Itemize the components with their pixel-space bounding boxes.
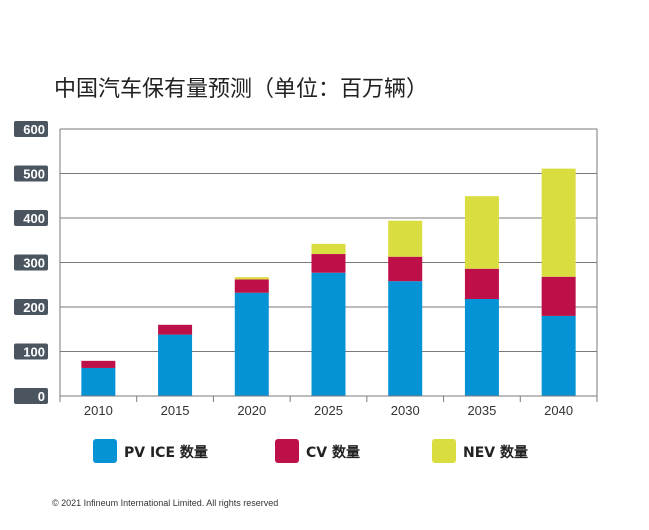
bar-segment bbox=[158, 334, 193, 396]
copyright-notice: © 2021 Infineum International Limited. A… bbox=[52, 498, 279, 508]
y-tick-badge bbox=[14, 254, 48, 271]
bar-segment bbox=[541, 168, 576, 277]
legend-swatch bbox=[275, 439, 299, 463]
x-tick-label: 2025 bbox=[314, 403, 343, 418]
chart-title: 中国汽车保有量预测（单位：百万辆） bbox=[54, 77, 428, 102]
legend-swatch bbox=[93, 439, 117, 463]
y-tick-badge bbox=[14, 388, 48, 404]
y-tick-badge bbox=[14, 210, 48, 226]
bar-segment bbox=[541, 276, 576, 316]
bar-segment bbox=[388, 256, 423, 282]
bar-segment bbox=[464, 298, 499, 396]
y-tick-label: 300 bbox=[23, 256, 45, 271]
bar-segment bbox=[234, 277, 269, 280]
bar-segment bbox=[541, 315, 576, 396]
x-tick-labels: 2010 2015 2020 2025 2030 2035 2040 bbox=[84, 403, 573, 418]
bar-segment bbox=[388, 281, 423, 396]
x-tick-label: 2040 bbox=[544, 403, 573, 418]
x-tick-label: 2010 bbox=[84, 403, 113, 418]
x-tick-label: 2015 bbox=[161, 403, 190, 418]
y-tick-label: 500 bbox=[23, 167, 45, 182]
bar-segment bbox=[311, 272, 346, 396]
y-tick-label: 200 bbox=[23, 300, 45, 315]
bar-segment bbox=[158, 324, 193, 335]
bar-segment bbox=[311, 243, 346, 255]
axes bbox=[59, 129, 598, 402]
y-tick-label: 100 bbox=[23, 345, 45, 360]
legend-swatch bbox=[432, 439, 456, 463]
x-tick-label: 2030 bbox=[391, 403, 420, 418]
y-tick-label: 600 bbox=[23, 122, 45, 137]
x-tick-label: 2020 bbox=[237, 403, 266, 418]
bars bbox=[81, 168, 576, 396]
legend-label: PV ICE 数量 bbox=[124, 444, 208, 461]
legend: PV ICE 数量 CV 数量 NEV 数量 bbox=[93, 439, 528, 463]
legend-label: CV 数量 bbox=[306, 444, 360, 461]
bar-segment bbox=[388, 220, 423, 257]
y-tick-badge bbox=[14, 343, 48, 360]
bar-segment bbox=[81, 367, 116, 396]
x-tick-label: 2035 bbox=[467, 403, 496, 418]
y-tick-label: 400 bbox=[23, 211, 45, 226]
y-tick-badge bbox=[14, 121, 48, 137]
legend-label: NEV 数量 bbox=[463, 444, 528, 461]
y-tick-badge bbox=[14, 299, 48, 315]
bar-segment bbox=[81, 360, 116, 368]
bar-segment bbox=[234, 292, 269, 396]
y-tick-label: 0 bbox=[38, 389, 45, 404]
bar-segment bbox=[464, 196, 499, 269]
bar-segment bbox=[464, 268, 499, 299]
bar-segment bbox=[311, 254, 346, 273]
y-tick-labels: 0 100 200 300 400 500 600 bbox=[14, 121, 48, 404]
y-tick-badge bbox=[14, 165, 48, 182]
bar-segment bbox=[234, 279, 269, 293]
